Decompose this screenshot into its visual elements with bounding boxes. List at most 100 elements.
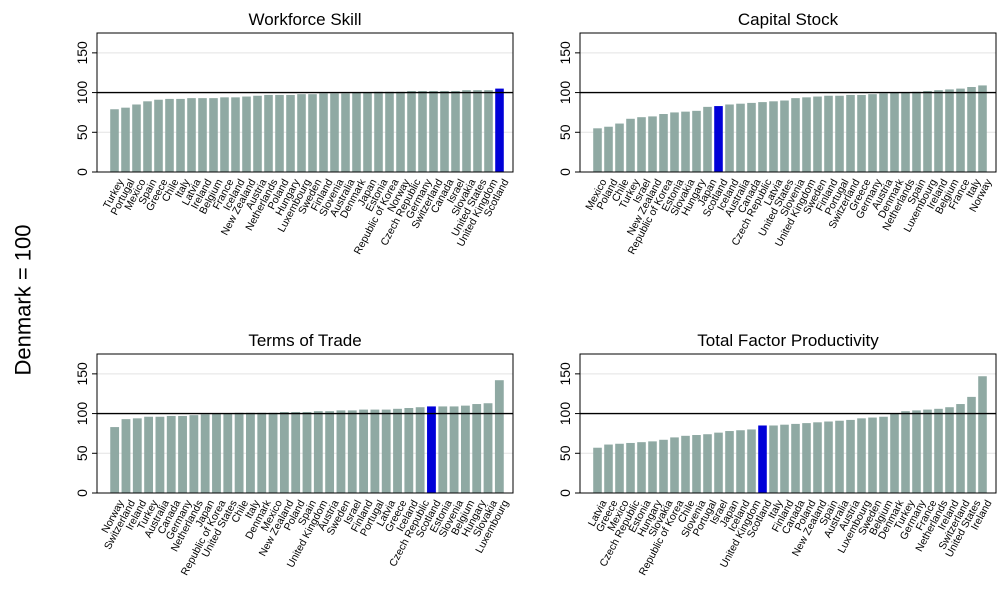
- bar: [347, 410, 357, 493]
- bar: [429, 90, 438, 172]
- bar: [879, 93, 888, 172]
- bar: [407, 90, 416, 172]
- bar: [374, 91, 383, 172]
- bar: [681, 111, 690, 172]
- bar: [166, 415, 176, 493]
- panel-title: Terms of Trade: [248, 331, 361, 350]
- bar: [319, 93, 328, 172]
- bar: [178, 415, 187, 493]
- bar: [144, 416, 154, 493]
- bar: [440, 90, 449, 172]
- bar: [415, 407, 425, 493]
- bar: [472, 404, 482, 493]
- bar: [209, 98, 218, 172]
- bar: [370, 409, 380, 493]
- bar: [813, 422, 822, 493]
- y-tick-label: 50: [557, 445, 573, 461]
- bar: [381, 409, 391, 493]
- bar: [154, 99, 163, 172]
- bar-highlight: [758, 425, 767, 493]
- bar: [824, 421, 833, 493]
- bar: [736, 103, 745, 172]
- y-tick-label: 0: [74, 168, 90, 176]
- y-tick-label: 50: [74, 124, 90, 140]
- bar: [385, 91, 394, 172]
- bar: [352, 92, 361, 172]
- bar: [341, 93, 350, 172]
- bar: [835, 420, 844, 493]
- bar: [473, 90, 482, 172]
- bar: [824, 95, 833, 172]
- y-tick-label: 150: [557, 41, 573, 65]
- bar: [670, 437, 679, 493]
- bar: [637, 117, 646, 172]
- bar: [956, 88, 965, 172]
- bar: [956, 404, 965, 493]
- bar: [868, 417, 877, 493]
- bar-highlight: [427, 406, 436, 493]
- bar: [484, 90, 493, 172]
- y-tick-label: 0: [74, 489, 90, 497]
- bar: [934, 90, 943, 172]
- bar: [264, 94, 273, 172]
- bar: [223, 413, 233, 493]
- bar: [725, 104, 734, 172]
- y-tick-label: 100: [74, 81, 90, 105]
- bar: [890, 413, 899, 493]
- bar: [769, 425, 778, 493]
- bar: [934, 408, 943, 493]
- bar: [912, 410, 921, 493]
- bar: [615, 443, 624, 493]
- y-tick-label: 50: [557, 124, 573, 140]
- bar: [363, 92, 372, 172]
- bar: [297, 94, 306, 172]
- bar: [200, 414, 210, 493]
- bar: [626, 442, 635, 493]
- bar: [234, 412, 244, 493]
- y-tick-label: 150: [74, 362, 90, 386]
- bar: [692, 435, 701, 493]
- bar: [187, 98, 196, 172]
- bar: [143, 101, 152, 172]
- plot-frame: [96, 353, 514, 494]
- bar: [692, 110, 701, 172]
- bar: [714, 432, 723, 493]
- bar: [758, 102, 767, 172]
- bar: [802, 97, 811, 172]
- bar: [703, 106, 712, 172]
- bar: [604, 444, 613, 493]
- bar: [451, 90, 460, 172]
- bar: [132, 104, 141, 172]
- panel-title: Workforce Skill: [248, 10, 361, 29]
- bar: [212, 413, 221, 493]
- plot-frame: [96, 32, 514, 173]
- bar: [189, 415, 199, 493]
- bar: [302, 411, 312, 493]
- bar: [246, 412, 255, 493]
- panel-title: Total Factor Productivity: [697, 331, 879, 350]
- bar: [165, 98, 174, 172]
- plot-frame: [579, 32, 997, 173]
- bar: [313, 411, 323, 493]
- bar: [912, 91, 921, 172]
- y-tick-label: 150: [74, 41, 90, 65]
- bar: [462, 90, 471, 172]
- bar: [725, 431, 734, 493]
- bar: [268, 412, 278, 493]
- bar: [155, 416, 165, 493]
- y-tick-label: 0: [557, 489, 573, 497]
- bar: [703, 434, 712, 493]
- bar: [257, 412, 267, 493]
- bar-highlight: [714, 106, 723, 172]
- bar: [393, 408, 402, 493]
- bar: [670, 112, 679, 172]
- bar: [945, 407, 954, 493]
- bar: [890, 92, 899, 172]
- bar: [494, 380, 504, 493]
- bar: [923, 409, 932, 493]
- bar: [857, 418, 866, 493]
- bar: [483, 403, 493, 493]
- bar: [846, 419, 855, 493]
- bar: [923, 90, 932, 172]
